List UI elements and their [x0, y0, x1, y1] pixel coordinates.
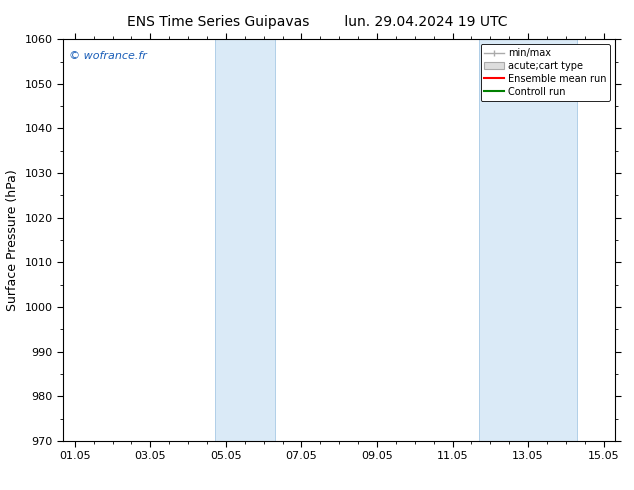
Text: © wofrance.fr: © wofrance.fr — [69, 51, 147, 61]
Text: ENS Time Series Guipavas        lun. 29.04.2024 19 UTC: ENS Time Series Guipavas lun. 29.04.2024… — [127, 15, 507, 29]
Bar — [214, 39, 275, 441]
Y-axis label: Surface Pressure (hPa): Surface Pressure (hPa) — [6, 169, 19, 311]
Bar — [479, 39, 577, 441]
Legend: min/max, acute;cart type, Ensemble mean run, Controll run: min/max, acute;cart type, Ensemble mean … — [481, 44, 610, 100]
